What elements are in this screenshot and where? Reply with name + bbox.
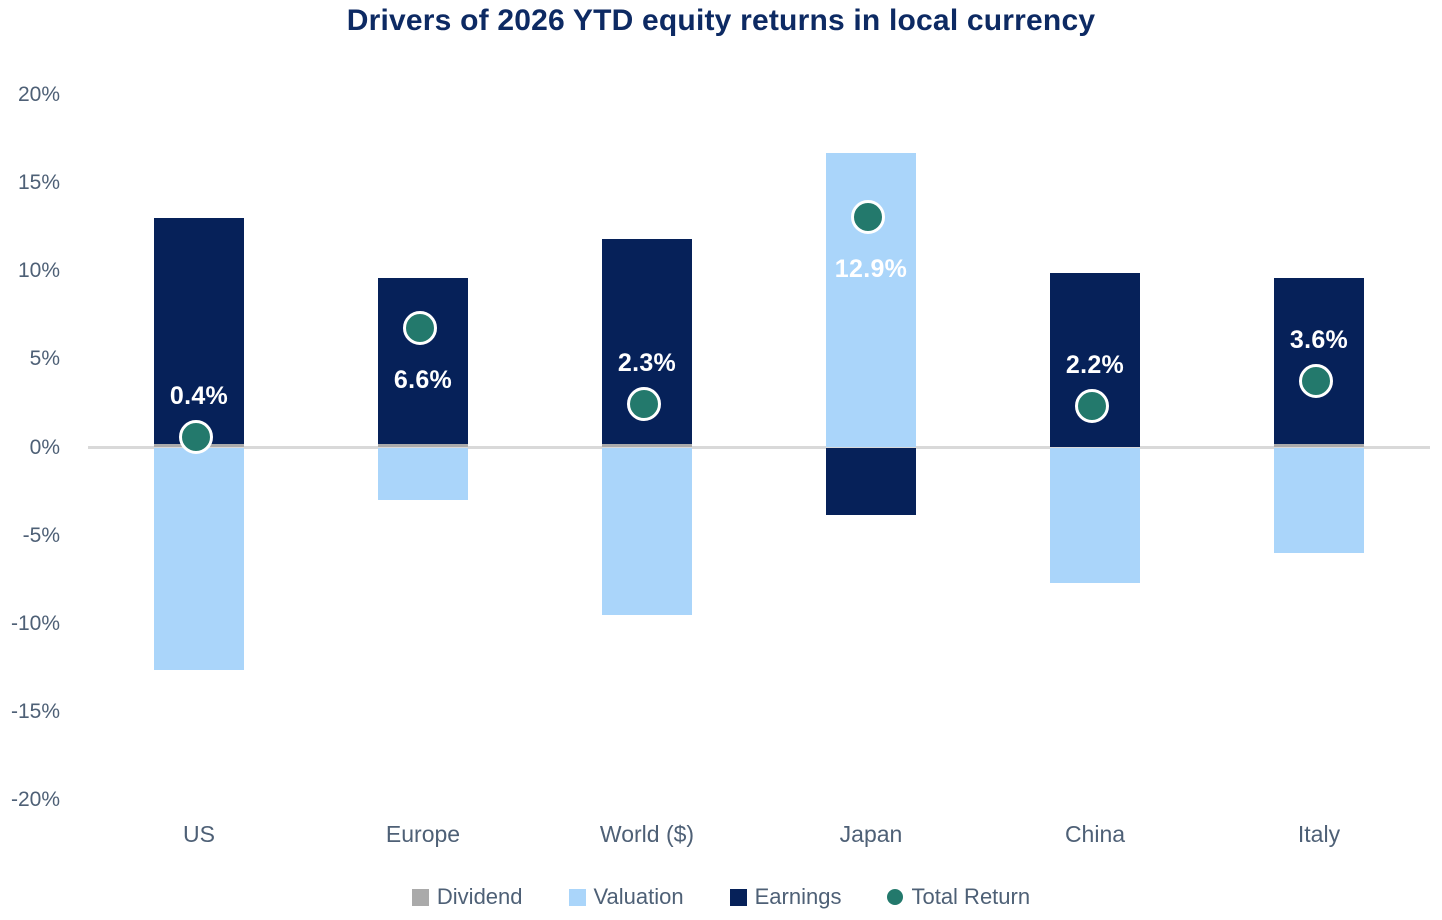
total-return-label-world: 2.3% (617, 348, 677, 377)
legend-swatch-valuation-icon (568, 888, 586, 906)
legend: Dividend Valuation Earnings Total Return (0, 884, 1442, 910)
total-return-dot-japan (851, 200, 885, 235)
total-return-label-china: 2.2% (1065, 350, 1125, 379)
total-return-dot-china (1075, 388, 1109, 423)
y-tick-label-0: 0% (29, 435, 60, 459)
y-tick-label-10: -10% (10, 611, 60, 635)
total-return-label-italy: 3.6% (1289, 326, 1349, 355)
bar-segment-dividend-italy (1274, 443, 1364, 448)
bar-segment-valuation-world (602, 447, 692, 615)
total-return-label-us: 0.4% (169, 382, 229, 411)
legend-label-dividend: Dividend (436, 884, 523, 909)
total-return-label-japan: 12.9% (834, 255, 908, 284)
bar-segment-earnings-italy (1274, 278, 1364, 444)
bar-segment-valuation-italy (1274, 447, 1364, 554)
bar-segment-valuation-china (1050, 447, 1140, 584)
chart-title: Drivers of 2026 YTD equity returns in lo… (346, 4, 1096, 37)
legend-item-dividend: Dividend (411, 884, 523, 910)
total-return-dot-world (627, 386, 661, 421)
legend-swatch-dividend-icon (411, 888, 429, 906)
bar-segment-earnings-us (154, 218, 244, 444)
y-tick-label-10: 10% (17, 259, 60, 283)
bar-segment-earnings-japan (826, 447, 916, 515)
legend-item-valuation: Valuation (568, 884, 684, 910)
bar-segment-earnings-europe (378, 278, 468, 444)
legend-label-earnings: Earnings (754, 884, 842, 909)
bar-segment-dividend-europe (378, 443, 468, 448)
bar-segment-dividend-world (602, 443, 692, 448)
x-label-europe: Europe (385, 821, 461, 847)
legend-item-total-return: Total Return (887, 884, 1030, 910)
zero-gridline (88, 446, 1430, 449)
x-label-japan: Japan (839, 821, 903, 847)
bar-segment-valuation-japan (826, 153, 916, 448)
y-tick-label-20: 20% (17, 82, 60, 106)
y-tick-label-20: -20% (10, 788, 60, 812)
y-tick-label-5: -5% (22, 523, 60, 547)
bar-segment-valuation-europe (378, 447, 468, 501)
legend-swatch-earnings-icon (729, 888, 747, 906)
x-label-world: World ($) (599, 821, 695, 847)
total-return-dot-italy (1299, 364, 1333, 399)
legend-swatch-total-return-icon (887, 889, 904, 905)
y-tick-label-5: 5% (29, 347, 60, 371)
total-return-dot-us (179, 420, 213, 455)
legend-label-valuation: Valuation (593, 884, 684, 909)
total-return-dot-europe (403, 311, 437, 346)
legend-item-earnings: Earnings (729, 884, 842, 910)
x-label-china: China (1064, 821, 1126, 847)
total-return-label-europe: 6.6% (393, 366, 453, 395)
x-label-us: US (183, 821, 215, 847)
legend-label-total-return: Total Return (911, 884, 1031, 909)
x-label-italy: Italy (1297, 821, 1341, 847)
bar-segment-valuation-us (154, 447, 244, 670)
y-tick-label-15: 15% (17, 171, 60, 195)
y-tick-label-15: -15% (10, 699, 60, 723)
